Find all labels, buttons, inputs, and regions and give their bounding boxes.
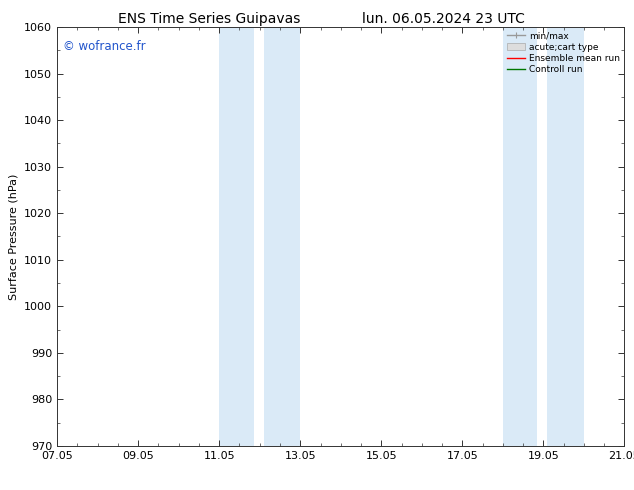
Text: © wofrance.fr: © wofrance.fr: [63, 40, 145, 52]
Bar: [548, 27, 584, 446]
Text: lun. 06.05.2024 23 UTC: lun. 06.05.2024 23 UTC: [363, 12, 525, 26]
Bar: [219, 27, 254, 446]
Bar: [264, 27, 301, 446]
Y-axis label: Surface Pressure (hPa): Surface Pressure (hPa): [8, 173, 18, 299]
Text: ENS Time Series Guipavas: ENS Time Series Guipavas: [118, 12, 301, 26]
Bar: [503, 27, 538, 446]
Legend: min/max, acute;cart type, Ensemble mean run, Controll run: min/max, acute;cart type, Ensemble mean …: [505, 30, 622, 76]
